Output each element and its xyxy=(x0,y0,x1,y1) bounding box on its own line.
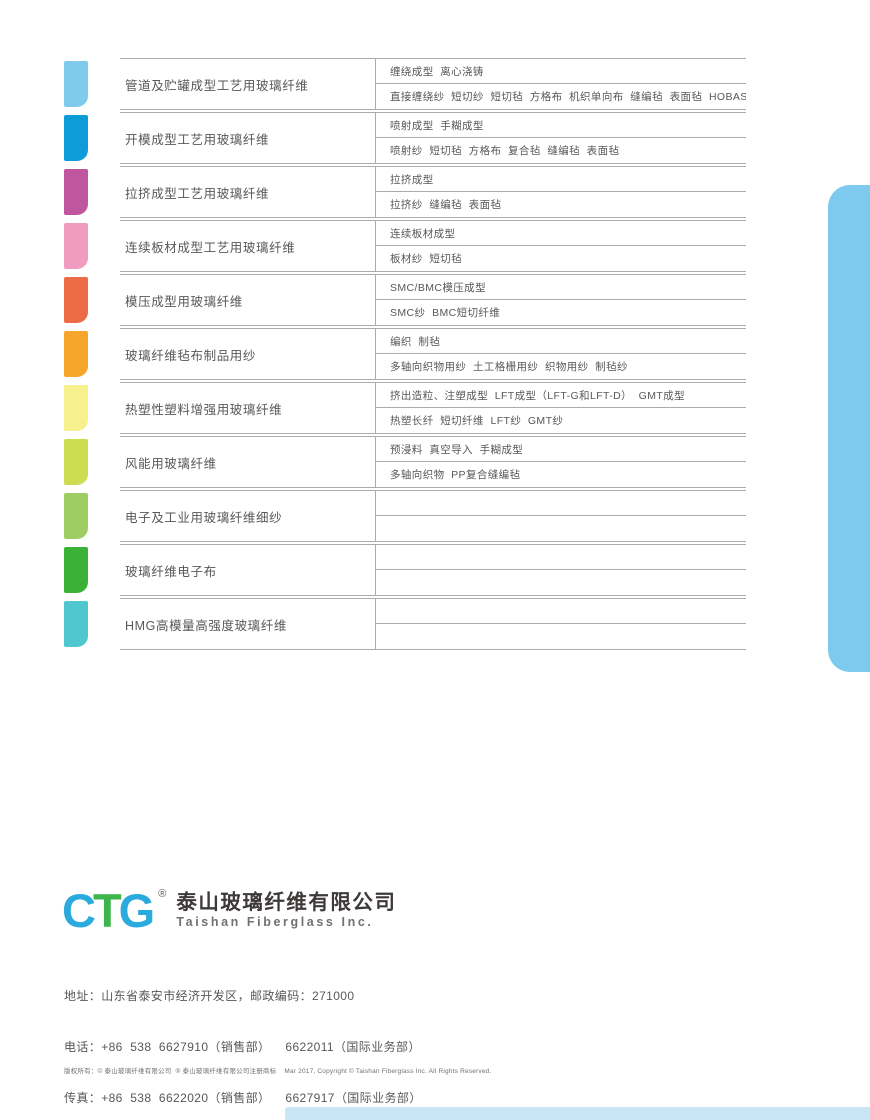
detail-cell xyxy=(375,491,746,541)
category-label: 管道及贮罐成型工艺用玻璃纤维 xyxy=(125,78,309,93)
table-row: 连续板材成型工艺用玻璃纤维 连续板材成型 板材纱 短切毡 xyxy=(64,220,746,272)
process-list: 预浸料 真空导入 手糊成型 xyxy=(376,437,746,462)
logo-letter-t: T xyxy=(92,884,122,937)
contact-block: 地址：山东省泰安市经济开发区，邮政编码：271000 电话：+86 538 66… xyxy=(64,954,422,1120)
product-list xyxy=(376,570,746,595)
category-color-tab xyxy=(64,601,88,647)
category-color-tab xyxy=(64,331,88,377)
table-row: HMG高模量高强度玻璃纤维 xyxy=(64,598,746,650)
category-color-tab xyxy=(64,439,88,485)
category-color-tab xyxy=(64,223,88,269)
category-color-tab xyxy=(64,169,88,215)
product-list xyxy=(376,624,746,649)
process-list xyxy=(376,491,746,516)
bottom-accent-bar xyxy=(285,1107,870,1120)
company-name-en: Taishan Fiberglass Inc. xyxy=(176,915,374,929)
product-list: 多轴向织物 PP复合缝编毡 xyxy=(390,469,521,481)
category-label: 热塑性塑料增强用玻璃纤维 xyxy=(125,402,283,417)
table-row: 开模成型工艺用玻璃纤维 喷射成型 手糊成型 喷射纱 短切毡 方格布 复合毡 缝编… xyxy=(64,112,746,164)
detail-cell: 喷射成型 手糊成型 喷射纱 短切毡 方格布 复合毡 缝编毡 表面毡 xyxy=(375,113,746,163)
category-color-tab xyxy=(64,61,88,107)
process-list: 挤出造粒、注塑成型 LFT成型（LFT-G和LFT-D） GMT成型 xyxy=(376,383,746,408)
product-list: SMC纱 BMC短切纤维 xyxy=(390,307,501,319)
detail-cell: 编织 制毡 多轴向织物用纱 土工格栅用纱 织物用纱 制毡纱 xyxy=(375,329,746,379)
table-row: 热塑性塑料增强用玻璃纤维 挤出造粒、注塑成型 LFT成型（LFT-G和LFT-D… xyxy=(64,382,746,434)
product-list: 板材纱 短切毡 xyxy=(390,253,463,265)
contact-address: 地址：山东省泰安市经济开发区，邮政编码：271000 xyxy=(64,989,355,1003)
company-name-cn: 泰山玻璃纤维有限公司 xyxy=(176,891,397,914)
detail-cell: SMC/BMC模压成型 SMC纱 BMC短切纤维 xyxy=(375,275,746,325)
table-row: 模压成型用玻璃纤维 SMC/BMC模压成型 SMC纱 BMC短切纤维 xyxy=(64,274,746,326)
product-list: 热塑长纤 短切纤维 LFT纱 GMT纱 xyxy=(390,415,564,427)
logo-letter-g: G xyxy=(118,884,156,937)
product-list: 直接缠绕纱 短切纱 短切毡 方格布 机织单向布 缝编毡 表面毡 HOBAS纱 xyxy=(390,91,746,103)
table-row: 玻璃纤维毡布制品用纱 编织 制毡 多轴向织物用纱 土工格栅用纱 织物用纱 制毡纱 xyxy=(64,328,746,380)
detail-cell: 连续板材成型 板材纱 短切毡 xyxy=(375,221,746,271)
category-label: 拉挤成型工艺用玻璃纤维 xyxy=(125,186,270,201)
process-list: 喷射成型 手糊成型 xyxy=(376,113,746,138)
process-list: SMC/BMC模压成型 xyxy=(376,275,746,300)
category-label: HMG高模量高强度玻璃纤维 xyxy=(125,618,287,633)
company-name-block: 泰山玻璃纤维有限公司 Taishan Fiberglass Inc. xyxy=(176,891,396,930)
detail-cell xyxy=(375,599,746,649)
category-label: 玻璃纤维毡布制品用纱 xyxy=(125,348,257,363)
category-color-tab xyxy=(64,115,88,161)
contact-phone: 电话：+86 538 6627910（销售部） 6622011（国际业务部） xyxy=(64,1040,421,1054)
category-color-tab xyxy=(64,547,88,593)
product-list: 喷射纱 短切毡 方格布 复合毡 缝编毡 表面毡 xyxy=(390,145,620,157)
table-row: 玻璃纤维电子布 xyxy=(64,544,746,596)
detail-cell: 挤出造粒、注塑成型 LFT成型（LFT-G和LFT-D） GMT成型 热塑长纤 … xyxy=(375,383,746,433)
category-color-tab xyxy=(64,385,88,431)
table-row: 电子及工业用玻璃纤维细纱 xyxy=(64,490,746,542)
category-color-tab xyxy=(64,493,88,539)
category-label: 开模成型工艺用玻璃纤维 xyxy=(125,132,270,147)
category-label: 电子及工业用玻璃纤维细纱 xyxy=(125,510,283,525)
product-table: 管道及贮罐成型工艺用玻璃纤维 缠绕成型 离心浇铸 直接缠绕纱 短切纱 短切毡 方… xyxy=(64,58,746,652)
copyright-line: 版权所有：© 泰山玻璃纤维有限公司 ® 泰山玻璃纤维有限公司注册商标 Mar 2… xyxy=(64,1068,492,1075)
process-list: 缠绕成型 离心浇铸 xyxy=(376,59,746,84)
page-edge-tab xyxy=(828,185,870,672)
ctg-logo-icon: CTG xyxy=(62,884,156,937)
table-row: 风能用玻璃纤维 预浸料 真空导入 手糊成型 多轴向织物 PP复合缝编毡 xyxy=(64,436,746,488)
category-label: 风能用玻璃纤维 xyxy=(125,456,217,471)
process-list xyxy=(376,545,746,570)
product-list xyxy=(376,516,746,541)
category-label: 玻璃纤维电子布 xyxy=(125,564,217,579)
product-list: 拉挤纱 缝编毡 表面毡 xyxy=(390,199,502,211)
contact-fax: 传真：+86 538 6622020（销售部） 6627917（国际业务部） xyxy=(64,1091,422,1105)
process-list: 拉挤成型 xyxy=(376,167,746,192)
product-list: 多轴向织物用纱 土工格栅用纱 织物用纱 制毡纱 xyxy=(390,361,628,373)
process-list: 连续板材成型 xyxy=(376,221,746,246)
category-label: 连续板材成型工艺用玻璃纤维 xyxy=(125,240,296,255)
category-color-tab xyxy=(64,277,88,323)
table-row: 拉挤成型工艺用玻璃纤维 拉挤成型 拉挤纱 缝编毡 表面毡 xyxy=(64,166,746,218)
category-label: 模压成型用玻璃纤维 xyxy=(125,294,243,309)
registered-mark: ® xyxy=(158,888,167,900)
table-row: 管道及贮罐成型工艺用玻璃纤维 缠绕成型 离心浇铸 直接缠绕纱 短切纱 短切毡 方… xyxy=(64,58,746,110)
company-logo: CTG ® 泰山玻璃纤维有限公司 Taishan Fiberglass Inc. xyxy=(62,886,396,936)
process-list xyxy=(376,599,746,624)
detail-cell: 预浸料 真空导入 手糊成型 多轴向织物 PP复合缝编毡 xyxy=(375,437,746,487)
detail-cell: 拉挤成型 拉挤纱 缝编毡 表面毡 xyxy=(375,167,746,217)
detail-cell: 缠绕成型 离心浇铸 直接缠绕纱 短切纱 短切毡 方格布 机织单向布 缝编毡 表面… xyxy=(375,59,746,109)
logo-letter-c: C xyxy=(62,884,96,937)
detail-cell xyxy=(375,545,746,595)
process-list: 编织 制毡 xyxy=(376,329,746,354)
